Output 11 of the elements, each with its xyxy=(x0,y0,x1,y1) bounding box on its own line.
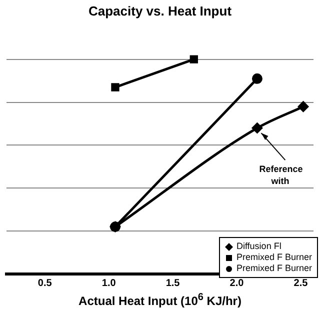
x-tick-label: 0.5 xyxy=(38,278,52,289)
legend-label: Premixed F Burner xyxy=(236,263,312,274)
x-axis-title: Actual Heat Input (10$^{6}$ KJ/hr) xyxy=(78,292,242,308)
x-tick-label: 2.0 xyxy=(230,278,244,289)
legend-label: Premixed F Burner xyxy=(236,252,312,263)
x-tick-label: 2.5 xyxy=(294,278,308,289)
chart-title: Capacity vs. Heat Input xyxy=(88,3,232,18)
annotation: Reference with xyxy=(259,164,303,186)
x-tick-label: 1.0 xyxy=(102,278,116,289)
legend-label: Diffusion Fl xyxy=(236,241,282,252)
x-tick-label: 1.5 xyxy=(166,278,180,289)
